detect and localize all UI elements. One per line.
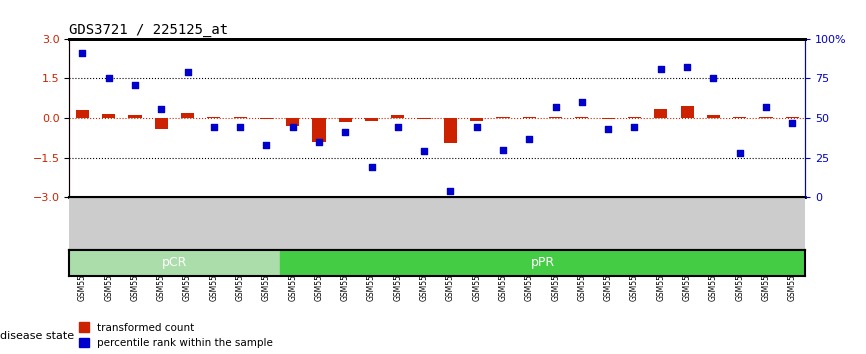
- Text: disease state: disease state: [0, 331, 74, 341]
- Bar: [128, 115, 141, 118]
- Point: [470, 125, 484, 130]
- Point: [233, 125, 247, 130]
- Bar: [470, 118, 483, 121]
- Bar: [102, 114, 115, 118]
- Point: [733, 150, 746, 156]
- Bar: [313, 118, 326, 142]
- Point: [128, 82, 142, 88]
- Bar: [339, 118, 352, 122]
- Bar: [155, 118, 168, 129]
- Point: [260, 142, 274, 148]
- Bar: [523, 117, 536, 118]
- Bar: [280, 250, 805, 276]
- Bar: [69, 250, 280, 276]
- Point: [75, 50, 89, 56]
- Legend: transformed count, percentile rank within the sample: transformed count, percentile rank withi…: [74, 318, 277, 352]
- Bar: [207, 117, 221, 118]
- Point: [365, 164, 378, 170]
- Point: [391, 125, 404, 130]
- Point: [312, 139, 326, 144]
- Bar: [734, 117, 746, 118]
- Point: [522, 136, 536, 141]
- Bar: [707, 115, 720, 118]
- Bar: [759, 117, 772, 118]
- Point: [154, 106, 168, 112]
- Text: pPR: pPR: [530, 256, 554, 269]
- Point: [549, 104, 563, 110]
- Point: [628, 125, 642, 130]
- Bar: [365, 118, 378, 121]
- Bar: [628, 117, 641, 118]
- Point: [707, 76, 721, 81]
- Point: [181, 69, 195, 75]
- Bar: [76, 110, 89, 118]
- Point: [680, 64, 694, 70]
- Point: [601, 126, 615, 132]
- Bar: [496, 117, 509, 118]
- Point: [785, 120, 799, 126]
- Point: [417, 148, 431, 154]
- Text: GDS3721 / 225125_at: GDS3721 / 225125_at: [69, 23, 229, 36]
- Bar: [181, 113, 194, 118]
- Bar: [549, 117, 562, 118]
- Point: [286, 125, 300, 130]
- Point: [339, 130, 352, 135]
- Bar: [286, 118, 300, 126]
- Bar: [575, 117, 589, 118]
- Bar: [654, 109, 668, 118]
- Bar: [391, 115, 404, 118]
- Point: [575, 99, 589, 105]
- Point: [207, 125, 221, 130]
- Bar: [234, 117, 247, 118]
- Bar: [417, 118, 430, 119]
- Point: [654, 66, 668, 72]
- Bar: [444, 118, 457, 143]
- Bar: [681, 106, 694, 118]
- Point: [759, 104, 772, 110]
- Bar: [785, 117, 798, 118]
- Point: [102, 76, 116, 81]
- Bar: [260, 118, 273, 119]
- Point: [443, 188, 457, 194]
- Point: [496, 147, 510, 153]
- Bar: [602, 118, 615, 119]
- Text: pCR: pCR: [162, 256, 187, 269]
